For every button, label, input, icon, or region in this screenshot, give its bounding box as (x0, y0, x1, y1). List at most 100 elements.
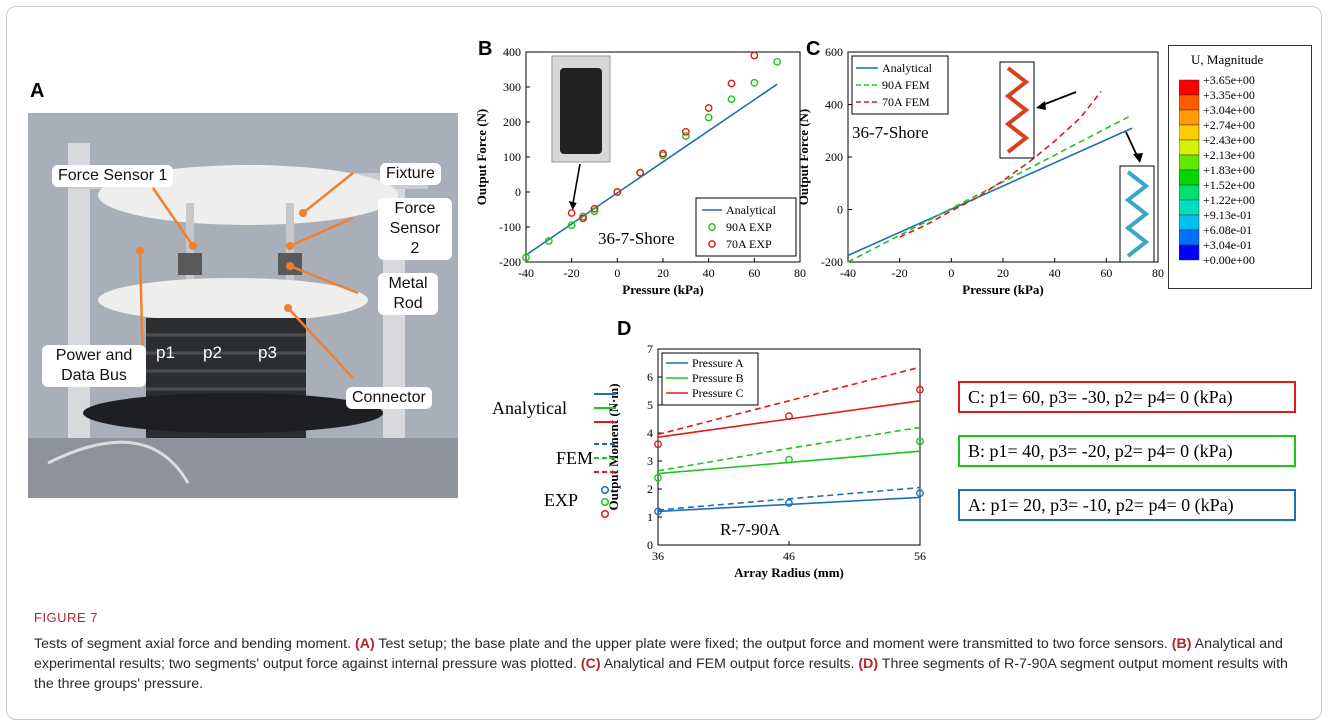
chart-c-inset-70a-shape (1004, 66, 1030, 154)
chart-c-legend-label: Analytical (882, 61, 933, 75)
chart-b-ytick-label: 100 (503, 150, 521, 164)
chart-b-point-70a (567, 209, 576, 217)
chart-d-xtick-label: 46 (783, 549, 795, 563)
colorbar-swatch (1178, 184, 1200, 201)
caption-d-text: Three segments of R-7-90A segment output… (34, 656, 1288, 692)
chart-b-legend-label: 90A EXP (726, 220, 772, 234)
chart-c-xtick-label: 40 (1049, 266, 1061, 280)
chart-c-xtick-label: -20 (892, 266, 908, 280)
chart-b-point-70a (636, 168, 645, 177)
chart-c-ytick-label: 400 (825, 98, 843, 112)
port-label-p2: p2 (203, 343, 222, 362)
chart-b-point-70a (681, 127, 690, 136)
caption-a-text: Test setup; the base plate and the upper… (374, 636, 1172, 652)
colorbar-title: U, Magnitude (1191, 52, 1264, 67)
chart-b-point-90a (590, 207, 599, 216)
chart-c-arrowhead-70a (1036, 101, 1046, 110)
chart-d-exp-point-c (654, 440, 662, 449)
colorbar-label: +6.08e-01 (1203, 223, 1252, 237)
chart-d-exp-point-b (916, 437, 924, 446)
colorbar-swatch (1178, 94, 1200, 111)
colorbar-label: +2.43e+00 (1203, 133, 1255, 147)
chart-c-arrow-90a (1125, 131, 1139, 159)
chart-c-ytick-label: 600 (825, 45, 843, 59)
chart-c-inset-90a-shape (1124, 170, 1150, 258)
caption-d-tag: (D) (858, 656, 879, 672)
chart-d-exp-point-c (916, 385, 924, 394)
colorbar-swatch (1178, 214, 1200, 231)
chart-d-ytick-label: 7 (647, 342, 653, 356)
chart-d-exp-point-c (785, 412, 793, 421)
colorbar-label: +2.74e+00 (1203, 118, 1255, 132)
colorbar-label: +0.00e+00 (1203, 253, 1255, 267)
panel-label-d: D (617, 318, 632, 340)
chart-c-xlabel: Pressure (kPa) (962, 282, 1043, 297)
chart-c-series-90a-fem (847, 114, 1133, 263)
callout-power-data-bus: Power and Data Bus (42, 345, 146, 387)
chart-b-point-90a (704, 113, 713, 122)
chart-d-ytick-label: 1 (647, 510, 653, 524)
callout-connector: Connector (346, 387, 432, 409)
chart-b-point-90a (567, 221, 576, 230)
chart-b-inset-actuator (560, 68, 602, 154)
legend-exp-b (600, 497, 610, 507)
callout-force-sensor-2: Force Sensor 2 (378, 198, 452, 260)
chart-b-point-70a (659, 149, 667, 158)
chart-c-annotation: 36-7-Shore (852, 123, 928, 142)
legend-exp-label: EXP (544, 490, 579, 510)
chart-d-legend-box (661, 352, 759, 406)
colorbar-swatch (1178, 229, 1200, 246)
chart-b-legend-label: Analytical (726, 203, 777, 217)
colorbar-label: +1.22e+00 (1203, 193, 1255, 207)
chart-b-point-70a (750, 51, 759, 60)
colorbar-swatch (1178, 169, 1200, 186)
chart-d-legend-label: Pressure C (692, 386, 744, 400)
chart-c-ylabel: Output Force (N) (796, 109, 811, 206)
chart-d-ylabel: Output Moment (N·m) (606, 383, 621, 510)
chart-c-series-analytical (847, 127, 1133, 257)
chart-c-ytick-label: 200 (825, 150, 843, 164)
chart-b-ytick-label: 0 (515, 185, 521, 199)
chart-b-xtick-label: 80 (794, 266, 806, 280)
test-setup-photo: Force Sensor 1 Fixture Force Sensor 2 Me… (28, 113, 458, 498)
chart-d-ytick-label: 5 (647, 398, 653, 412)
chart-d-legend-label: Pressure A (692, 356, 744, 370)
chart-b-ytick-label: -100 (499, 220, 521, 234)
legend-analytical-label: Analytical (492, 398, 567, 418)
chart-d-xlabel: Array Radius (mm) (734, 565, 844, 580)
colorbar-swatch (1178, 124, 1200, 141)
chart-d-exp-point-b (654, 473, 662, 482)
chart-d-fem-line-a (657, 486, 921, 511)
chart-b-xtick-label: 0 (614, 266, 620, 280)
chart-b-ytick-label: 300 (503, 80, 521, 94)
case-box-b: B: p1= 40, p3= -20, p2= p4= 0 (kPa) (958, 435, 1296, 467)
chart-b-ytick-label: 400 (503, 45, 521, 59)
chart-b-point-90a (681, 132, 690, 140)
chart-d-exp-point-a (654, 507, 662, 516)
chart-b-legend-swatch (708, 240, 716, 248)
chart-d-exp-point-b (785, 455, 793, 464)
chart-d-ytick-label: 2 (647, 482, 653, 496)
chart-d-analytical-line-a (657, 496, 921, 513)
chart-b-xtick-label: 60 (748, 266, 760, 280)
colorbar-swatch (1178, 139, 1200, 156)
figure-label: FIGURE 7 (34, 610, 98, 625)
chart-d-ytick-label: 4 (647, 426, 653, 440)
chart-b-point-70a (704, 104, 713, 112)
caption-b-text: Analytical and experimental results; two… (34, 636, 1283, 672)
chart-b-point-70a (727, 79, 736, 88)
chart-b-point-70a (590, 204, 599, 213)
legend-exp-a (600, 485, 610, 495)
colorbar-swatch (1178, 199, 1200, 216)
colorbar-label: +1.52e+00 (1203, 178, 1255, 192)
chart-b-point-90a (544, 237, 553, 245)
colorbar-label: +2.13e+00 (1203, 148, 1255, 162)
colorbar-scale: +3.65e+00+3.35e+00+3.04e+00+2.74e+00+2.4… (1178, 73, 1255, 267)
colorbar-label: +3.35e+00 (1203, 88, 1255, 102)
chart-b-point-70a (579, 214, 587, 223)
chart-c-xtick-label: 0 (948, 266, 954, 280)
chart-b-analytical-line (525, 83, 778, 256)
chart-b-point-70a (613, 188, 622, 196)
